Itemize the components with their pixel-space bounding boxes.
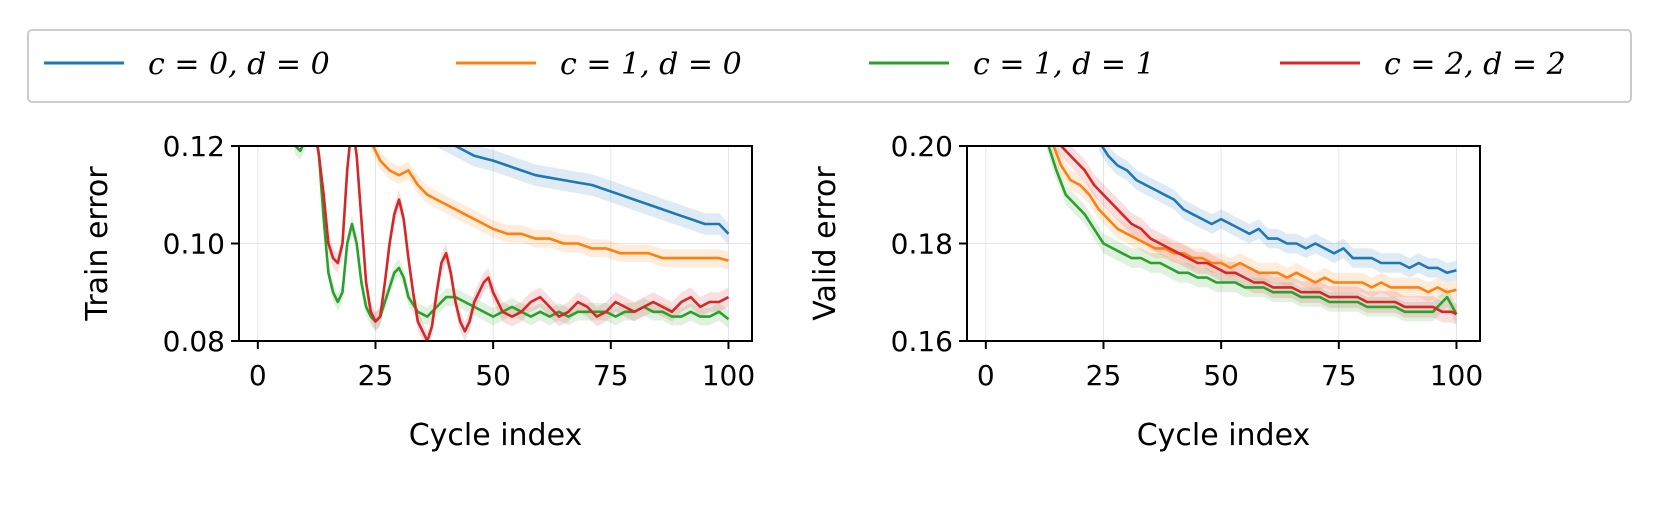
x-tick-label: 50	[475, 359, 511, 392]
series-line	[452, 146, 730, 235]
legend-entry: c = 2, d = 2	[1280, 47, 1566, 82]
valid-error-panel: 0 25 50 75 100 0.16 0.18 0.20 Cycle index Valid e…	[808, 130, 1483, 453]
x-axis-label: Cycle index	[1137, 418, 1311, 453]
y-axis-label: Valid error	[808, 166, 843, 321]
x-tick-label: 100	[702, 359, 755, 392]
series-line	[371, 146, 729, 262]
series-band	[435, 146, 729, 245]
series-band	[1098, 146, 1457, 283]
y-tick-label: 0.20	[891, 130, 953, 163]
legend-entry: c = 0, d = 0	[44, 47, 330, 82]
x-tick-label: 50	[1203, 359, 1239, 392]
x-tick-label: 25	[358, 359, 394, 392]
y-tick-label: 0.16	[891, 325, 953, 358]
x-tick-label: 75	[1321, 359, 1357, 392]
legend-label: c = 2, d = 2	[1384, 47, 1566, 82]
series-line	[1052, 146, 1457, 294]
series-line	[316, 146, 730, 341]
series-line	[1059, 146, 1458, 316]
legend-entry: c = 1, d = 1	[869, 47, 1155, 82]
y-tick-label: 0.18	[891, 228, 953, 261]
legend-label: c = 1, d = 1	[973, 47, 1155, 82]
plot-area	[1047, 146, 1458, 325]
plot-area	[293, 146, 730, 341]
legend-label: c = 1, d = 0	[560, 47, 742, 82]
series-band	[293, 146, 729, 331]
y-tick-label: 0.10	[163, 228, 225, 261]
legend-label: c = 0, d = 0	[148, 47, 330, 82]
x-tick-label: 25	[1086, 359, 1122, 392]
x-tick-label: 0	[249, 359, 267, 392]
legend-frame	[27, 29, 1632, 103]
y-tick-label: 0.08	[163, 325, 225, 358]
x-tick-label: 100	[1430, 359, 1483, 392]
series-line	[1047, 146, 1458, 315]
series-band	[370, 146, 729, 270]
y-tick-label: 0.12	[163, 130, 225, 163]
x-tick-label: 0	[977, 359, 995, 392]
x-tick-label: 75	[593, 359, 629, 392]
y-axis-label: Train error	[80, 166, 115, 322]
legend: c = 0, d = 0 c = 1, d = 0 c = 1, d = 1 c…	[27, 29, 1632, 103]
x-axis-label: Cycle index	[409, 418, 583, 453]
legend-entry: c = 1, d = 0	[456, 47, 742, 82]
train-error-panel: 0 25 50 75 100 0.08 0.10 0.12 Cycle index Train e…	[80, 130, 755, 453]
series-line	[1100, 146, 1457, 275]
